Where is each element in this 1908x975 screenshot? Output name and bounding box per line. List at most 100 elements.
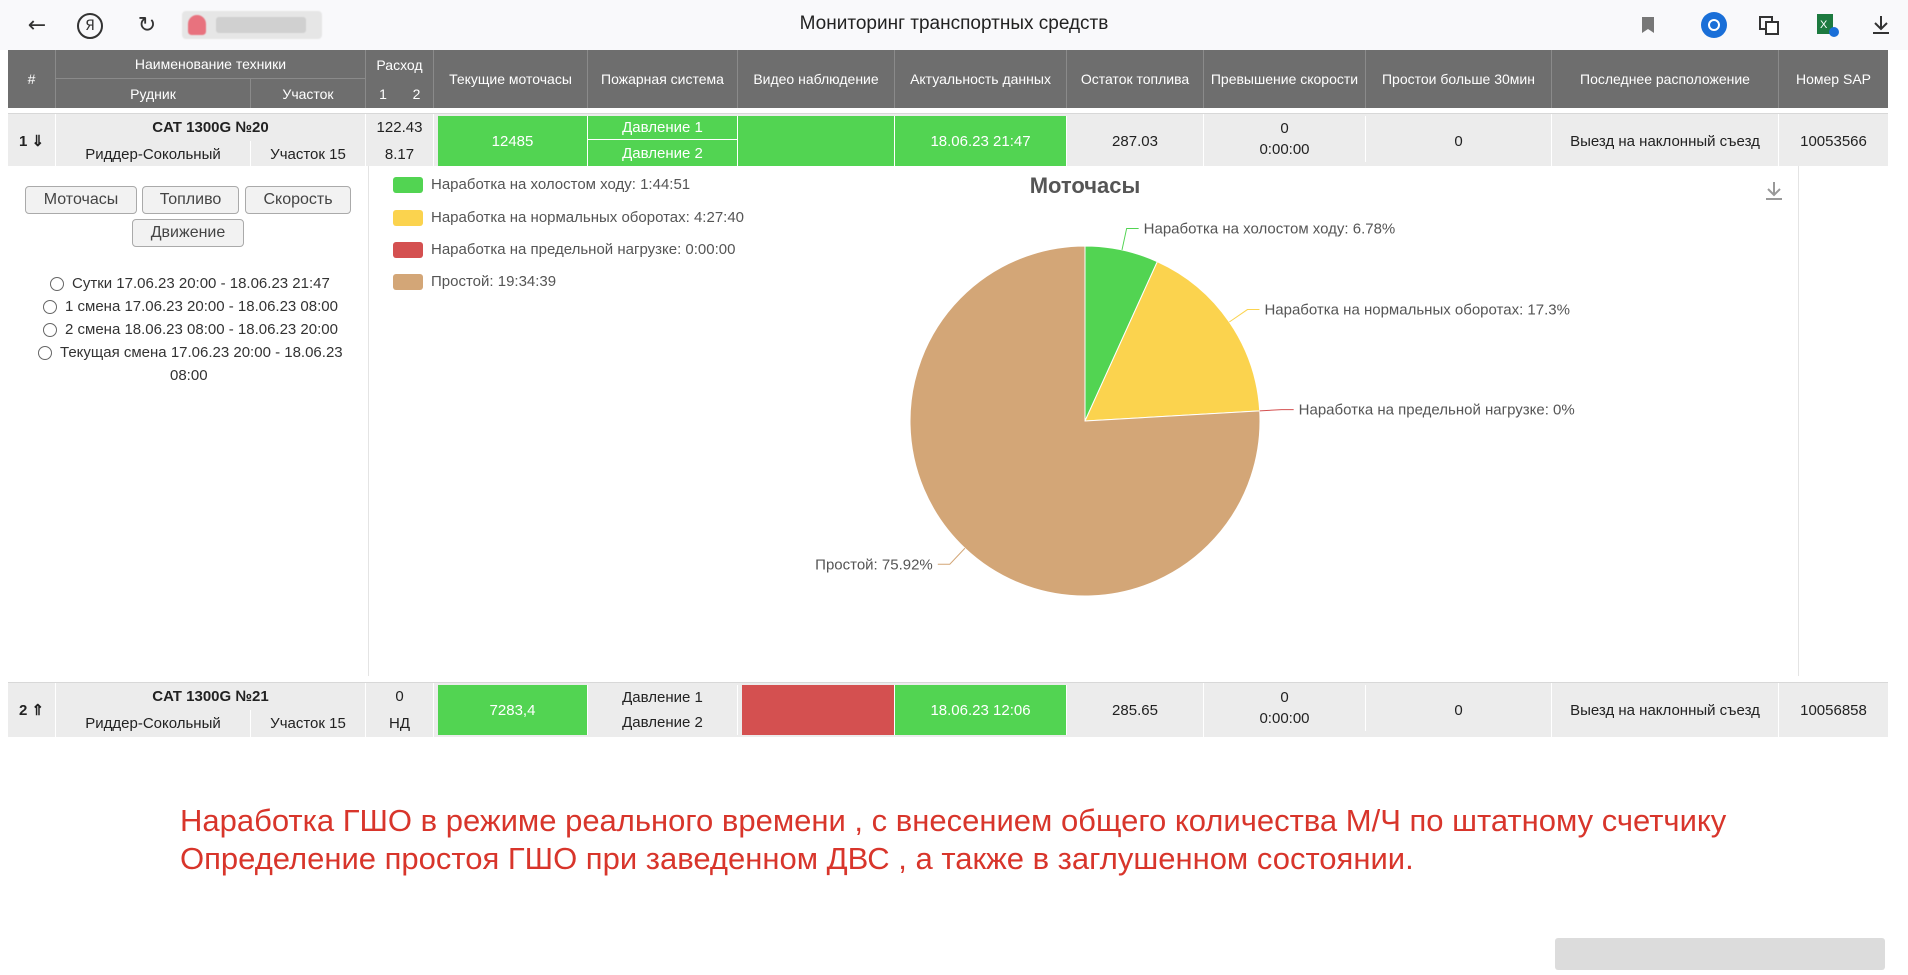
mine-name: Риддер-Сокольный [56,710,251,737]
row-number[interactable]: 1 ⇓ [8,114,56,168]
extension-icon[interactable] [1701,12,1727,38]
header-actual[interactable]: Актуальность данных [895,50,1067,108]
svg-text:X: X [1820,19,1828,31]
pie-leader-line [937,547,966,565]
header-section[interactable]: Участок [251,79,366,108]
download-icon[interactable] [1866,10,1896,40]
page-title: Мониторинг транспортных средств [799,13,1109,34]
idle-count: 0 [1366,114,1552,168]
legend-idle[interactable]: Наработка на холостом ходу: 1:44:51 [393,176,690,193]
idle-count: 0 [1366,683,1552,737]
header-speeding[interactable]: Превышение скорости [1204,50,1366,108]
translate-icon[interactable] [1754,10,1784,40]
header-fuel[interactable]: Остаток топлива [1067,50,1204,108]
sap-number: 10053566 [1800,132,1867,150]
header-num[interactable]: # [8,50,56,108]
fire-pressure-1: Давление 1 [588,116,738,140]
period-label: 1 смена 17.06.23 20:00 - 18.06.23 08:00 [65,298,338,315]
period-shift-2[interactable]: 2 смена 18.06.23 08:00 - 18.06.23 20:00 [43,321,338,338]
header-mine[interactable]: Рудник [56,79,251,108]
fire-pressure-2: Давление 2 [588,709,738,735]
motohours-pie-chart: Моточасы Наработка на холостом ходу: 6.7… [815,173,1575,597]
pie-data-label: Наработка на нормальных оборотах: 17.3% [1264,302,1570,319]
pie-leader-line [1229,309,1260,323]
bookmark-icon[interactable] [1633,10,1663,40]
site-favicon[interactable] [182,11,322,39]
header-sap[interactable]: Номер SAP [1796,71,1871,87]
data-actuality: 18.06.23 21:47 [895,116,1067,166]
legend-normal[interactable]: Наработка на нормальных оборотах: 4:27:4… [393,209,744,226]
header-idle[interactable]: Простои больше 30мин [1366,50,1552,108]
legend-swatch [393,209,423,226]
legend-downtime[interactable]: Простой: 19:34:39 [393,273,556,290]
flow-2-value: НД [366,710,434,737]
period-label: 2 смена 18.06.23 08:00 - 18.06.23 20:00 [65,321,338,338]
motohours-button[interactable]: Моточасы [25,186,137,214]
chart-download-icon[interactable] [1763,180,1785,207]
header-flow-2[interactable]: 2 [400,79,434,108]
section-name: Участок 15 [251,710,366,737]
fuel-button[interactable]: Топливо [142,186,239,214]
fire-pressure-2: Давление 2 [588,140,738,166]
caption-line-1: Наработка ГШО в режиме реального времени… [180,803,1727,838]
period-day[interactable]: Сутки 17.06.23 20:00 - 18.06.23 21:47 [50,275,330,292]
header-flow[interactable]: Расход [366,50,434,79]
flow-1-value: 0 [366,683,434,710]
legend-swatch [393,241,423,258]
mine-name: Риддер-Сокольный [56,141,251,168]
header-video[interactable]: Видео наблюдение [738,50,895,108]
section-name: Участок 15 [251,141,366,168]
reload-icon[interactable]: ↻ [137,12,157,38]
back-icon[interactable]: ← [27,12,47,38]
header-name[interactable]: Наименование техники [56,50,366,79]
fuel-remaining: 285.65 [1067,683,1204,737]
legend-limit[interactable]: Наработка на предельной нагрузке: 0:00:0… [393,241,735,258]
period-radio[interactable] [50,277,64,292]
yandex-icon[interactable]: Я [77,13,103,39]
excel-icon[interactable]: X [1812,10,1842,40]
last-location: Выезд на наклонный съезд [1552,114,1779,168]
vehicle-name: CAT 1300G №21 [56,683,366,710]
period-current-shift[interactable]: Текущая смена 17.06.23 20:00 - 18.06.23 [38,344,343,361]
legend-label: Наработка на нормальных оборотах: 4:27:4… [431,209,745,226]
last-location: Выезд на наклонный съезд [1552,683,1779,737]
period-radio[interactable] [43,300,57,315]
vehicle-name: CAT 1300G №20 [56,114,366,141]
motohours-value: 7283,4 [438,685,588,735]
table-row[interactable]: 2 ⇑ CAT 1300G №21 Риддер-Сокольный Участ… [8,682,1888,737]
video-status [738,116,895,166]
speed-button[interactable]: Скорость [245,186,351,214]
sap-number: 10056858 [1800,701,1867,719]
legend-swatch [393,176,423,193]
speeding-count: 0 [1204,685,1366,710]
header-flow-1[interactable]: 1 [379,85,387,102]
pie-slice[interactable] [909,245,1261,597]
speeding-time: 0:00:00 [1204,706,1366,731]
caption-line-2: Определение простоя ГШО при заведенном Д… [180,841,1414,876]
table-row[interactable]: 1 ⇓ CAT 1300G №20 Риддер-Сокольный Участ… [8,113,1888,168]
period-shift-1[interactable]: 1 смена 17.06.23 20:00 - 18.06.23 08:00 [43,298,338,315]
legend-label: Наработка на предельной нагрузке: 0:00:0… [431,241,736,258]
browser-toolbar: ← Я ↻ Мониторинг транспортных средств X [0,0,1908,50]
period-label: Текущая смена 17.06.23 20:00 - 18.06.23 [60,344,343,361]
header-motohours[interactable]: Текущие моточасы [434,50,588,108]
header-location[interactable]: Последнее расположение [1552,50,1779,108]
period-radio[interactable] [43,323,57,338]
pie-leader-line [1259,409,1294,412]
data-actuality: 18.06.23 12:06 [895,685,1067,735]
motohours-value: 12485 [438,116,588,166]
chart-title: Моточасы [1030,173,1141,198]
fire-pressure-1: Давление 1 [588,685,738,709]
pie-leader-line [1121,227,1139,251]
table-header: # Наименование техники Рудник Участок Ра… [8,50,1888,108]
speeding-count: 0 [1204,116,1366,141]
blurred-footer [1555,938,1885,970]
speeding-time: 0:00:00 [1204,137,1366,162]
row-number[interactable]: 2 ⇑ [8,683,56,737]
legend-label: Наработка на холостом ходу: 1:44:51 [431,176,691,193]
fuel-remaining: 287.03 [1067,114,1204,168]
period-label: Сутки 17.06.23 20:00 - 18.06.23 21:47 [72,275,330,292]
period-radio[interactable] [38,346,52,361]
header-fire[interactable]: Пожарная система [588,50,738,108]
movement-button[interactable]: Движение [132,219,244,247]
